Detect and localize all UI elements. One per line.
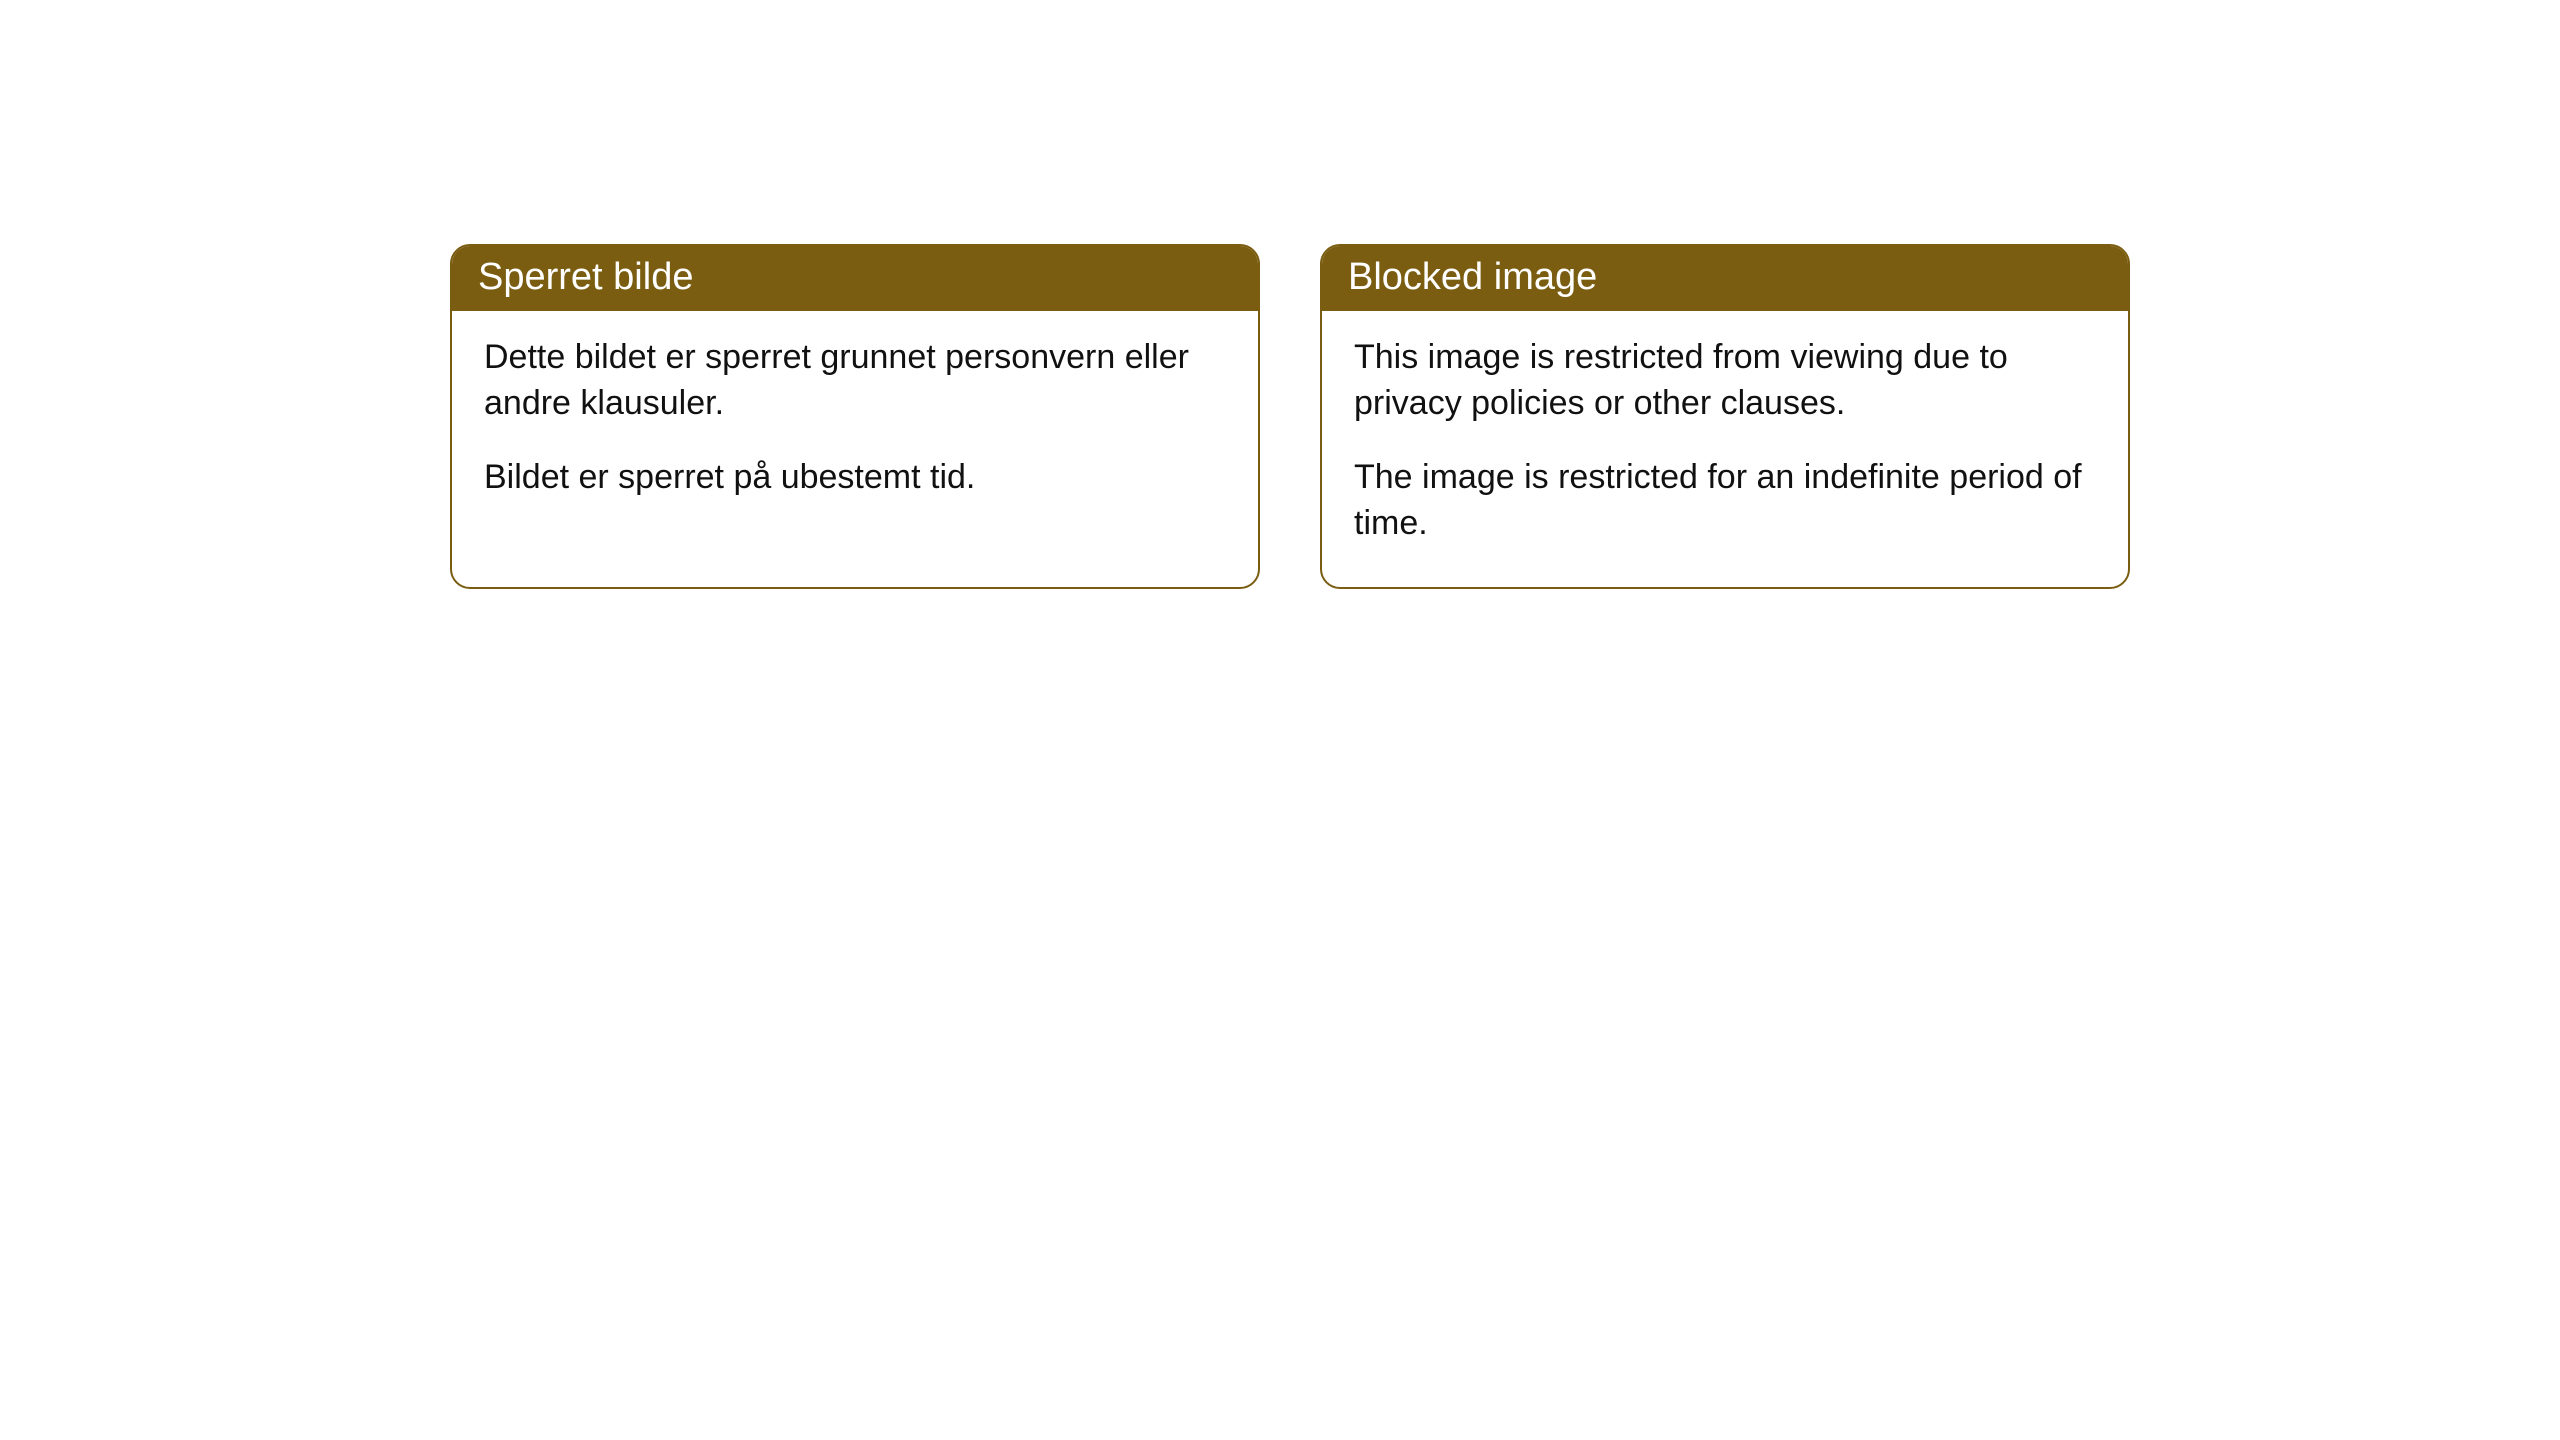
- card-body: This image is restricted from viewing du…: [1322, 311, 2128, 587]
- card-header: Blocked image: [1322, 246, 2128, 311]
- card-header: Sperret bilde: [452, 246, 1258, 311]
- notice-card-english: Blocked image This image is restricted f…: [1320, 244, 2130, 589]
- card-paragraph: Dette bildet er sperret grunnet personve…: [484, 335, 1226, 427]
- card-body: Dette bildet er sperret grunnet personve…: [452, 311, 1258, 541]
- notice-card-norwegian: Sperret bilde Dette bildet er sperret gr…: [450, 244, 1260, 589]
- card-paragraph: This image is restricted from viewing du…: [1354, 335, 2096, 427]
- card-paragraph: Bildet er sperret på ubestemt tid.: [484, 455, 1226, 501]
- card-paragraph: The image is restricted for an indefinit…: [1354, 455, 2096, 547]
- notice-cards-container: Sperret bilde Dette bildet er sperret gr…: [450, 244, 2130, 589]
